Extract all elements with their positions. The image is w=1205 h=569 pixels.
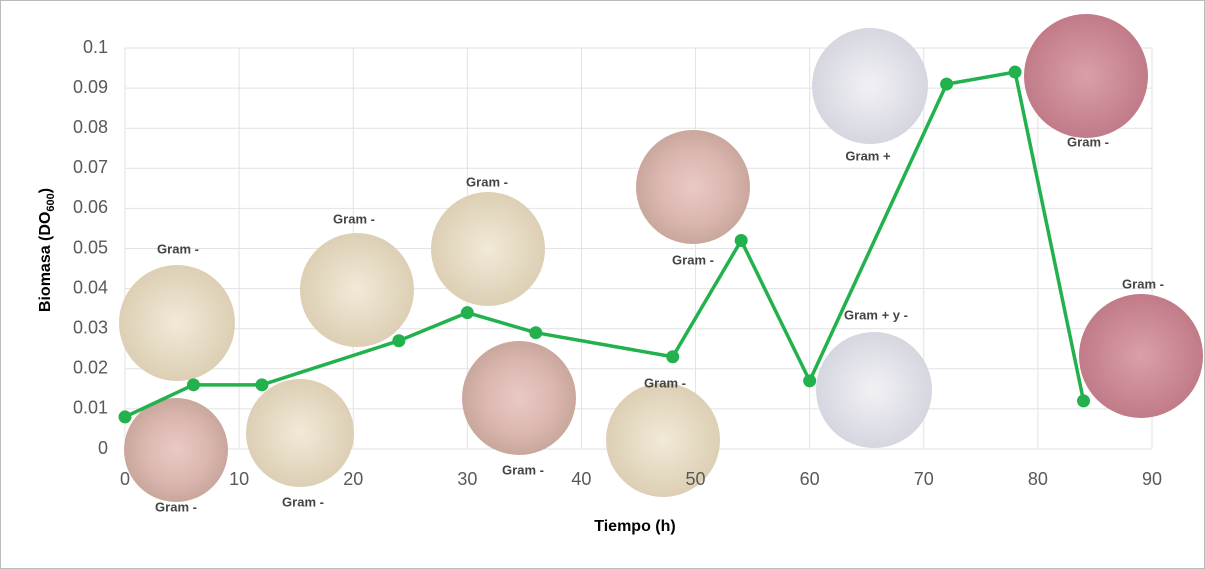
y-axis-title-subscript: 600 — [45, 193, 57, 211]
x-axis-title: Tiempo (h) — [594, 518, 675, 535]
x-tick-label: 30 — [457, 469, 477, 489]
annotation: Gram - — [333, 211, 375, 226]
micrograph — [812, 28, 928, 144]
point — [1008, 65, 1022, 79]
y-tick-label: 0 — [98, 438, 108, 458]
annotation: Gram - — [644, 375, 686, 390]
annotation: Gram - — [157, 241, 199, 256]
point — [940, 77, 954, 91]
point — [666, 350, 680, 364]
annotation: Gram - — [282, 494, 324, 509]
y-axis-title: Biomasa (DO600) — [37, 188, 57, 312]
micrograph — [606, 383, 720, 497]
x-tick-label: 0 — [120, 469, 130, 489]
y-tick-label: 0.02 — [73, 358, 108, 378]
y-tick-label: 0.01 — [73, 398, 108, 418]
annotation: Gram - — [1067, 134, 1109, 149]
micrograph — [300, 233, 414, 347]
x-tick-label: 20 — [343, 469, 363, 489]
micrograph — [431, 192, 545, 306]
point — [1077, 394, 1091, 408]
y-axis-title-text: ) — [37, 188, 54, 193]
x-tick-label: 50 — [686, 469, 706, 489]
y-tick-label: 0.1 — [83, 37, 108, 57]
micrograph — [1024, 14, 1148, 138]
y-tick-label: 0.04 — [73, 277, 108, 297]
point — [392, 334, 406, 348]
annotation: Gram - — [466, 174, 508, 189]
y-tick-label: 0.08 — [73, 117, 108, 137]
point — [460, 306, 474, 320]
line — [124, 70, 1086, 419]
x-tick-label: 10 — [229, 469, 249, 489]
y-tick-label: 0.06 — [73, 197, 108, 217]
point — [255, 378, 269, 392]
micrograph — [1079, 294, 1203, 418]
micrograph — [119, 265, 235, 381]
annotation: Gram - — [1122, 276, 1164, 291]
x-tick-label: 90 — [1142, 469, 1162, 489]
micrograph — [124, 398, 228, 502]
y-tick-label: 0.03 — [73, 317, 108, 337]
point — [529, 326, 543, 340]
micrograph — [636, 130, 750, 244]
annotation: Gram - — [672, 252, 714, 267]
x-tick-label: 80 — [1028, 469, 1048, 489]
x-tick-label: 70 — [914, 469, 934, 489]
y-tick-label: 0.05 — [73, 237, 108, 257]
point — [803, 374, 817, 388]
micrograph — [462, 341, 576, 455]
annotation: Gram + — [845, 148, 891, 163]
annotation: Gram - — [155, 499, 197, 514]
x-tick-label: 60 — [800, 469, 820, 489]
y-tick-label: 0.09 — [73, 77, 108, 97]
x-tick-label: 40 — [571, 469, 591, 489]
point — [734, 233, 748, 247]
micrograph — [816, 332, 932, 448]
y-axis-title-text: Biomasa (DO — [37, 212, 54, 312]
point — [186, 378, 200, 392]
annotation: Gram - — [502, 462, 544, 477]
point — [118, 410, 132, 424]
y-tick-label: 0.07 — [73, 157, 108, 177]
annotation: Gram + y - — [844, 307, 908, 322]
micrograph — [246, 379, 354, 487]
